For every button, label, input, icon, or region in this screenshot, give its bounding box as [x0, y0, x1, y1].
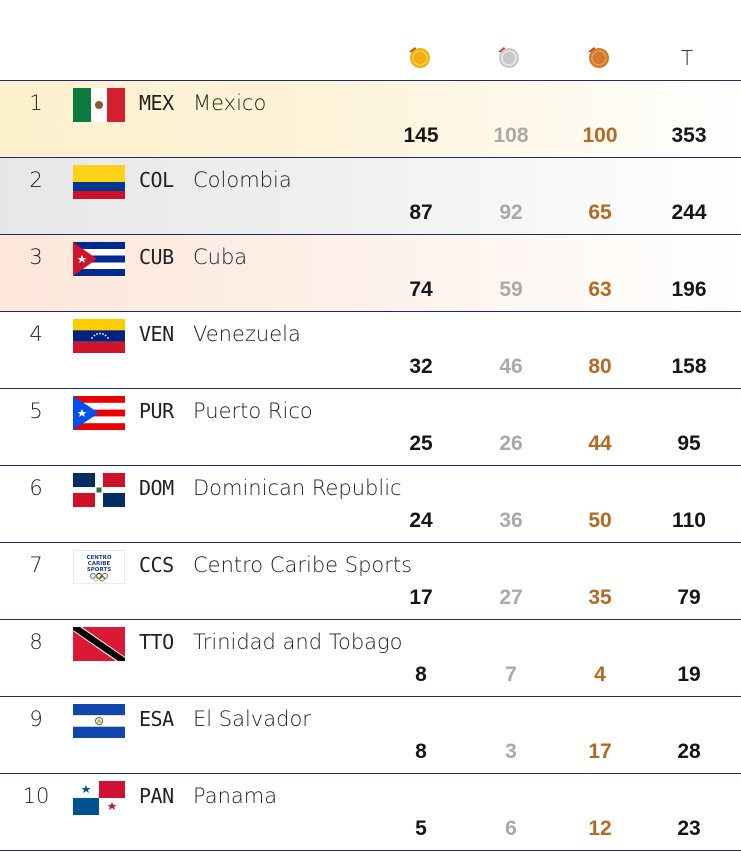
gold-count: 8: [415, 663, 427, 686]
silver-count: 36: [499, 509, 523, 532]
gold-count: 17: [409, 586, 433, 609]
rank: 2: [29, 168, 43, 192]
country-code: CCS: [139, 553, 174, 577]
silver-medal-icon: [495, 44, 521, 74]
country-name[interactable]: Mexico: [193, 91, 267, 115]
centro-caribe-sports-logo: CENTRO CARIBE SPORTS: [73, 550, 125, 584]
country-name[interactable]: Panama: [193, 784, 278, 808]
country-code: COL: [139, 168, 174, 192]
dominican-republic-flag-icon: [73, 473, 125, 507]
table-row[interactable]: 9 ESA El Salvador 8 3 17 28: [0, 697, 741, 774]
header-divider: [0, 80, 741, 81]
country-code: PAN: [139, 784, 174, 808]
total-count: 23: [677, 817, 701, 840]
country-code: CUB: [139, 245, 174, 269]
table-row[interactable]: 5 PUR Puerto Rico 25 26 44 95: [0, 389, 741, 466]
total-count: 79: [677, 586, 701, 609]
bronze-count: 50: [588, 509, 612, 532]
rank: 5: [29, 399, 43, 423]
bronze-count: 35: [588, 586, 612, 609]
svg-text:CARIBE: CARIBE: [88, 561, 111, 567]
venezuela-flag-icon: [73, 319, 125, 353]
total-count: 19: [677, 663, 701, 686]
total-count: 95: [677, 432, 701, 455]
country-code: PUR: [139, 399, 174, 423]
silver-count: 26: [499, 432, 523, 455]
gold-count: 5: [415, 817, 427, 840]
rank: 9: [29, 707, 43, 731]
rank: 8: [29, 630, 43, 654]
country-code: VEN: [139, 322, 174, 346]
bronze-count: 65: [588, 201, 612, 224]
silver-count: 6: [505, 817, 517, 840]
gold-count: 87: [409, 201, 433, 224]
country-name[interactable]: Venezuela: [193, 322, 301, 346]
country-code: DOM: [139, 476, 174, 500]
rank: 3: [29, 245, 43, 269]
table-row[interactable]: 1 MEX Mexico 145 108 100 353: [0, 81, 741, 158]
country-code: ESA: [139, 707, 174, 731]
bronze-count: 12: [588, 817, 612, 840]
silver-count: 27: [499, 586, 523, 609]
total-count: 158: [671, 355, 707, 378]
country-code: MEX: [139, 91, 174, 115]
country-name[interactable]: Dominican Republic: [193, 476, 402, 500]
bronze-count: 63: [588, 278, 612, 301]
table-row[interactable]: 10 PAN Panama 5 6 12 23: [0, 774, 741, 851]
bronze-count: 100: [582, 124, 618, 147]
country-name[interactable]: Colombia: [193, 168, 292, 192]
silver-count: 3: [505, 740, 517, 763]
total-count: 244: [671, 201, 707, 224]
total-count: 353: [671, 124, 707, 147]
silver-count: 59: [499, 278, 523, 301]
gold-count: 74: [409, 278, 433, 301]
country-name[interactable]: Centro Caribe Sports: [193, 553, 413, 577]
rank: 6: [29, 476, 43, 500]
table-row[interactable]: 7 CENTRO CARIBE SPORTS CCS Centro Caribe Spor…: [0, 543, 741, 620]
mexico-flag-icon: [73, 88, 125, 122]
rank: 10: [22, 784, 50, 808]
table-row[interactable]: 6 DOM Dominican Republic 24 36 50 110: [0, 466, 741, 543]
gold-medal-icon: [406, 44, 432, 74]
table-row[interactable]: 3 CUB Cuba 74 59 63 196: [0, 235, 741, 312]
total-count: 110: [672, 509, 706, 532]
gold-count: 24: [409, 509, 433, 532]
bronze-count: 17: [588, 740, 612, 763]
el-salvador-flag-icon: [73, 704, 125, 738]
trinidad-and-tobago-flag-icon: [73, 627, 125, 661]
gold-count: 8: [415, 740, 427, 763]
svg-text:SPORTS: SPORTS: [87, 567, 111, 573]
gold-count: 145: [403, 124, 439, 147]
country-name[interactable]: Cuba: [193, 245, 248, 269]
gold-count: 25: [409, 432, 433, 455]
country-name[interactable]: El Salvador: [193, 707, 311, 731]
panama-flag-icon: [73, 781, 125, 815]
table-row[interactable]: 2 COL Colombia 87 92 65 244: [0, 158, 741, 235]
bronze-count: 80: [588, 355, 612, 378]
silver-count: 7: [505, 663, 517, 686]
colombia-flag-icon: [73, 165, 125, 199]
svg-text:CENTRO: CENTRO: [86, 555, 111, 561]
rank: 1: [29, 91, 43, 115]
country-name[interactable]: Puerto Rico: [193, 399, 313, 423]
silver-count: 46: [499, 355, 523, 378]
silver-count: 92: [499, 201, 523, 224]
cuba-flag-icon: [73, 242, 125, 276]
table-row[interactable]: 4 VEN Venezuela 32 46 80 158: [0, 312, 741, 389]
gold-count: 32: [409, 355, 433, 378]
rank: 4: [29, 322, 43, 346]
bronze-medal-icon: [585, 44, 611, 74]
bronze-count: 4: [594, 663, 606, 686]
total-count: 28: [677, 740, 701, 763]
country-name[interactable]: Trinidad and Tobago: [193, 630, 403, 654]
silver-count: 108: [493, 124, 529, 147]
bronze-count: 44: [588, 432, 612, 455]
rank: 7: [29, 553, 43, 577]
country-code: TTO: [139, 630, 174, 654]
puerto-rico-flag-icon: [73, 396, 125, 430]
total-count: 196: [671, 278, 707, 301]
table-row[interactable]: 8 TTO Trinidad and Tobago 8 7 4 19: [0, 620, 741, 697]
total-column-header: T: [681, 46, 694, 70]
